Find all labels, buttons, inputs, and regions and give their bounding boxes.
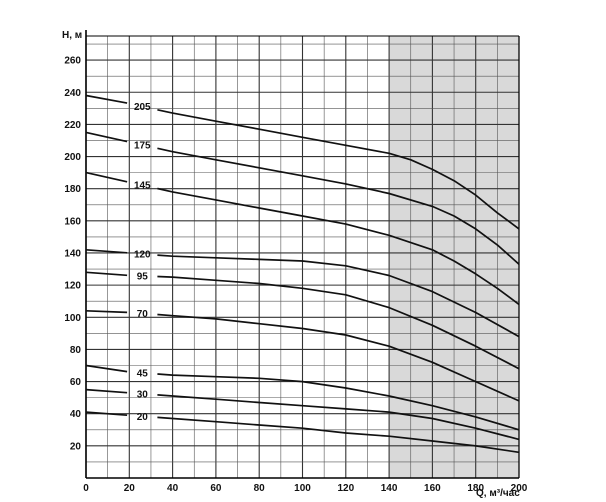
y-tick-label: 40 xyxy=(70,409,82,420)
x-tick-label: 40 xyxy=(167,483,179,494)
curve-line-30 xyxy=(157,394,520,441)
tick-labels: 0 20 40 60 80 100 120 140 160 180 200 20 40 60 80 100 12… xyxy=(64,56,527,494)
curve-label-45: 45 xyxy=(137,368,149,379)
curve-line-20 xyxy=(85,411,128,417)
curve-line-120 xyxy=(157,254,520,338)
x-tick-label: 20 xyxy=(124,483,136,494)
x-axis-title: Q, м³/час xyxy=(476,488,520,499)
y-tick-label: 120 xyxy=(64,281,81,292)
y-tick-label: 240 xyxy=(64,88,81,99)
axes xyxy=(85,30,520,479)
x-tick-label: 200 xyxy=(511,483,528,494)
y-tick-label: 80 xyxy=(70,345,82,356)
curve-line-20 xyxy=(157,416,520,454)
y-tick-label: 60 xyxy=(70,377,82,388)
x-tick-label: 180 xyxy=(467,483,484,494)
curve-line-95 xyxy=(157,275,520,370)
y-tick-label: 180 xyxy=(64,184,81,195)
y-tick-label: 100 xyxy=(64,313,81,324)
curve-label-95: 95 xyxy=(137,271,149,282)
y-tick-label: 160 xyxy=(64,216,81,227)
y-tick-label: 260 xyxy=(64,56,81,67)
curve-label-175: 175 xyxy=(134,140,151,151)
curves: 205 175 145 120 95 70 45 30 20 xyxy=(85,94,520,454)
x-tick-label: 60 xyxy=(210,483,222,494)
curve-label-20: 20 xyxy=(137,412,149,423)
x-tick-label: 0 xyxy=(83,483,89,494)
curve-line-145 xyxy=(85,171,128,183)
curve-line-175 xyxy=(85,131,128,143)
curve-label-70: 70 xyxy=(137,309,149,320)
curve-line-70 xyxy=(157,313,520,402)
curve-line-205 xyxy=(85,94,128,104)
x-tick-label: 140 xyxy=(381,483,398,494)
curve-line-95 xyxy=(85,271,128,277)
curve-line-205 xyxy=(157,108,520,230)
curve-line-120 xyxy=(85,248,128,254)
curve-line-30 xyxy=(85,388,128,394)
curve-line-70 xyxy=(85,309,128,314)
curve-label-205: 205 xyxy=(134,102,151,113)
curve-line-145 xyxy=(157,187,520,306)
curve-label-30: 30 xyxy=(137,389,149,400)
y-tick-label: 220 xyxy=(64,120,81,131)
grid xyxy=(85,36,520,478)
x-tick-label: 160 xyxy=(424,483,441,494)
y-tick-label: 200 xyxy=(64,152,81,163)
x-tick-label: 100 xyxy=(294,483,311,494)
curve-line-45 xyxy=(157,373,520,431)
curve-line-45 xyxy=(85,364,128,373)
y-tick-label: 20 xyxy=(70,441,82,452)
y-tick-label: 140 xyxy=(64,248,81,259)
x-tick-label: 120 xyxy=(337,483,354,494)
curve-line-175 xyxy=(157,147,520,265)
y-axis-title: H, м xyxy=(62,30,82,41)
x-tick-label: 80 xyxy=(254,483,266,494)
curve-label-145: 145 xyxy=(134,181,151,192)
curve-label-120: 120 xyxy=(134,249,151,260)
